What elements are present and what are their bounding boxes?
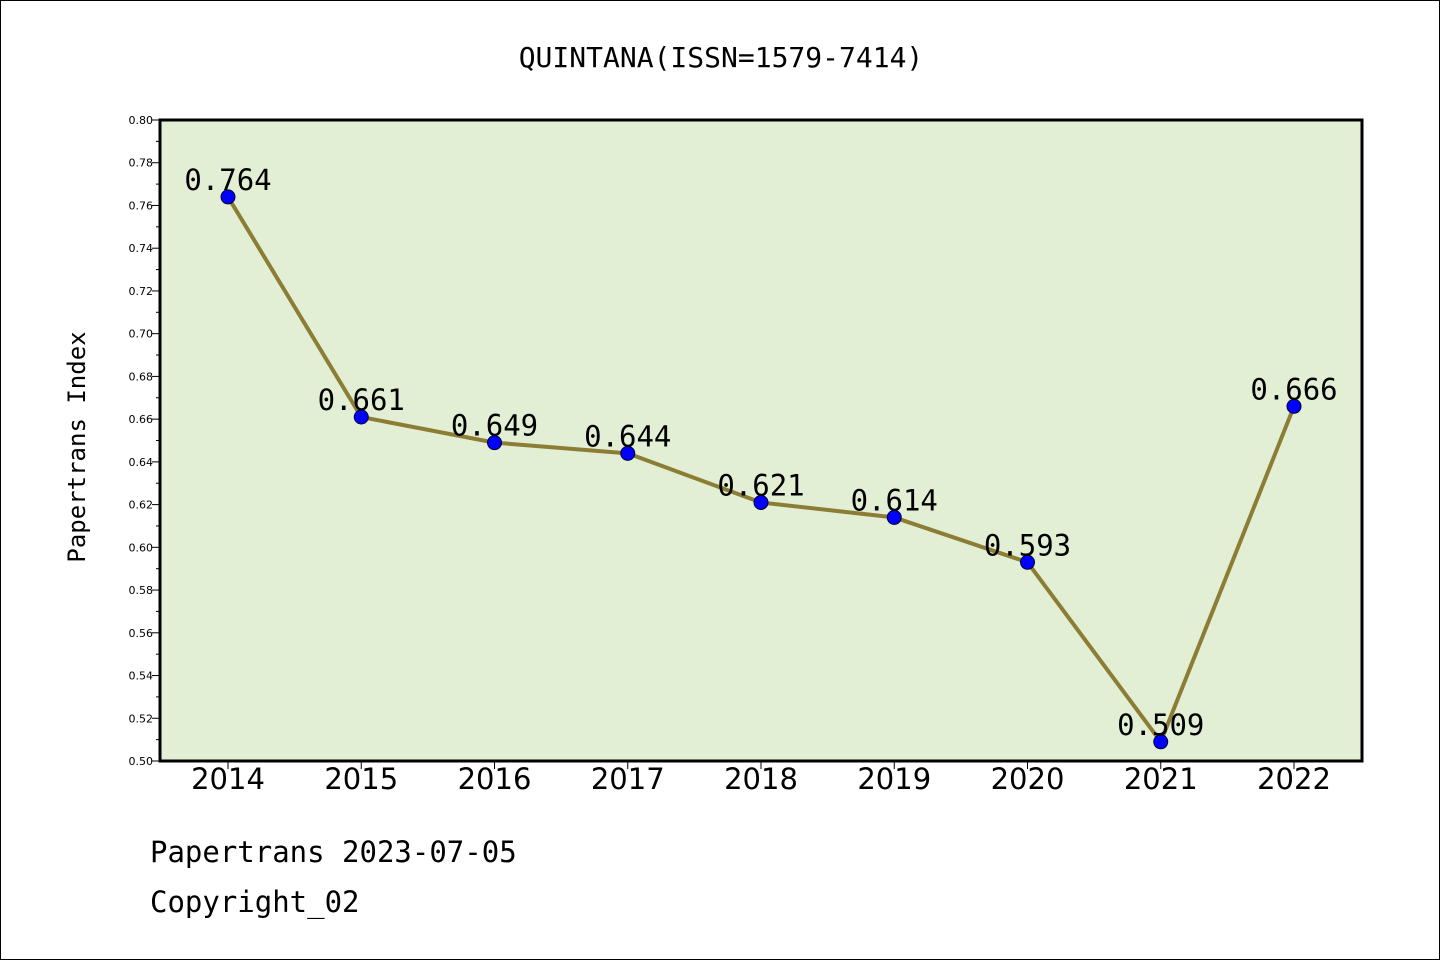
y-tick-label: 0.76 — [129, 199, 154, 212]
data-point — [1286, 398, 1302, 414]
data-label: 0.593 — [984, 528, 1071, 562]
data-point — [1153, 734, 1169, 750]
x-tick-label: 2022 — [1257, 762, 1331, 796]
footer-date: Papertrans 2023-07-05 — [150, 835, 517, 869]
data-point — [220, 189, 236, 205]
data-label: 0.509 — [1117, 708, 1204, 742]
data-label: 0.764 — [184, 163, 271, 197]
y-tick-label: 0.54 — [129, 670, 154, 683]
footer-copyright: Copyright_02 — [150, 885, 360, 919]
data-point — [886, 509, 902, 525]
y-tick-label: 0.52 — [129, 712, 154, 725]
data-label: 0.661 — [318, 383, 405, 417]
data-label: 0.649 — [451, 409, 538, 443]
data-point — [1020, 554, 1035, 570]
x-tick-label: 2015 — [324, 762, 398, 796]
data-label: 0.621 — [717, 468, 804, 502]
x-tick-label: 2016 — [458, 762, 532, 796]
plot-area — [160, 120, 1362, 761]
y-axis-label: Papertrans Index — [63, 331, 91, 562]
data-label: 0.644 — [584, 419, 671, 453]
y-tick-label: 0.72 — [129, 285, 154, 298]
y-axis: 0.50 0.52 0.54 0.56 0.58 0.60 0.62 0.64 0.66 0.68… — [129, 114, 160, 768]
data-markers — [220, 189, 1302, 750]
y-tick-label: 0.60 — [129, 541, 154, 554]
x-tick-label: 2014 — [191, 762, 265, 796]
y-tick-label: 0.64 — [129, 456, 154, 469]
data-point — [487, 435, 502, 451]
y-tick-label: 0.80 — [129, 114, 154, 127]
y-tick-label: 0.74 — [129, 242, 154, 255]
x-tick-label: 2018 — [724, 762, 798, 796]
y-tick-label: 0.78 — [129, 157, 154, 170]
y-tick-label: 0.68 — [129, 370, 154, 383]
x-axis: 2014 2015 2016 2017 2018 2019 2020 2021 2022 — [191, 761, 1331, 796]
data-labels: 0.764 0.661 0.649 0.644 0.621 0.614 0.593 0.509… — [184, 163, 1337, 742]
x-tick-label: 2017 — [591, 762, 665, 796]
y-tick-label: 0.62 — [129, 499, 154, 512]
x-tick-label: 2020 — [991, 762, 1065, 796]
y-tick-label: 0.50 — [129, 755, 154, 768]
x-tick-label: 2019 — [857, 762, 931, 796]
plot-border — [158, 118, 1364, 763]
y-tick-label: 0.70 — [129, 328, 154, 341]
x-tick-label: 2021 — [1124, 762, 1198, 796]
data-label: 0.666 — [1250, 372, 1337, 406]
y-tick-label: 0.58 — [129, 584, 154, 597]
data-label: 0.614 — [851, 483, 938, 517]
data-point — [353, 409, 369, 425]
data-point — [753, 494, 769, 510]
data-point — [620, 445, 636, 461]
chart-title: QUINTANA(ISSN=1579-7414) — [519, 41, 924, 74]
y-tick-label: 0.66 — [129, 413, 154, 426]
y-tick-label: 0.56 — [129, 627, 154, 640]
